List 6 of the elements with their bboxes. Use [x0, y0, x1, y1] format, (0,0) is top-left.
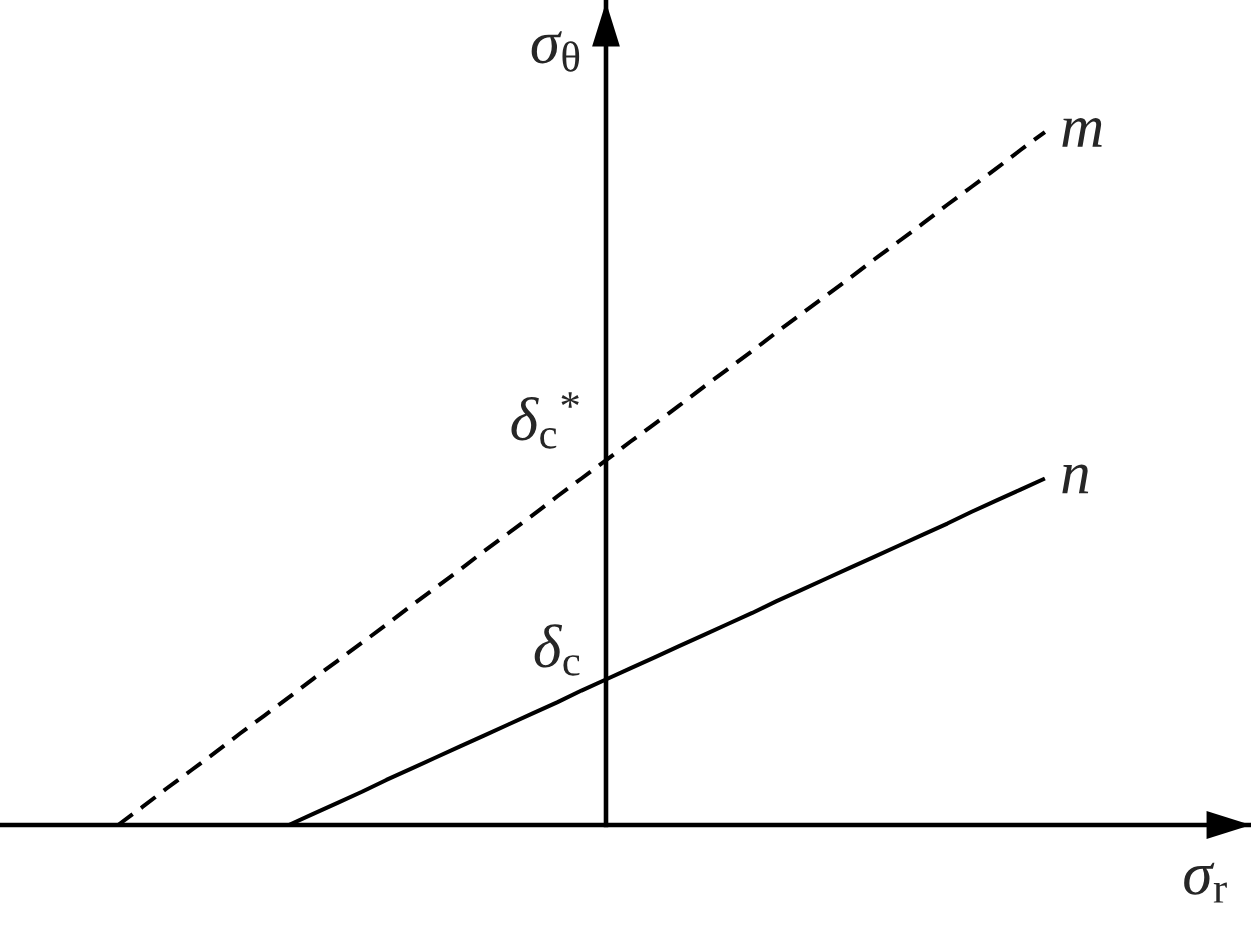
series-label: n — [1062, 464, 1089, 494]
annotation: δ$_{c}$ — [534, 624, 580, 676]
x-axis-title: σ$_{r}$ — [1184, 862, 1227, 903]
y-axis-title: σ$_{θ}$ — [531, 31, 580, 72]
annotation: δ$_{c}$$^{*}$ — [511, 392, 579, 449]
series-label: m — [1062, 117, 1102, 147]
